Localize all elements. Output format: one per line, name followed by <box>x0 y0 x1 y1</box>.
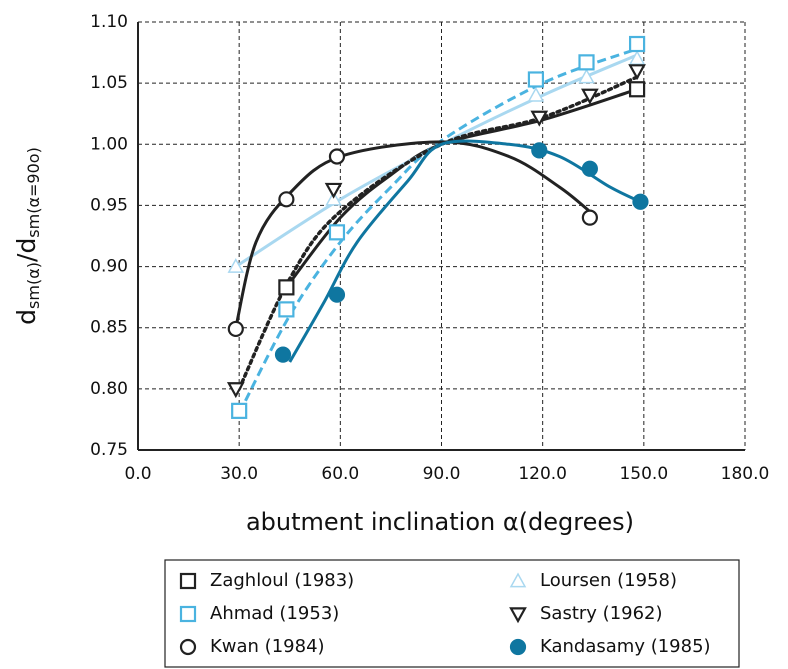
legend-label: Ahmad (1953) <box>210 603 339 624</box>
marker <box>179 638 197 656</box>
marker <box>274 346 292 363</box>
fit-curve <box>237 75 639 391</box>
y-tick-label: 0.85 <box>90 318 128 338</box>
marker <box>581 160 598 177</box>
marker <box>278 279 295 296</box>
x-tick-label: 150.0 <box>619 464 668 484</box>
marker <box>278 301 295 318</box>
marker <box>628 81 646 98</box>
y-tick-label: 1.00 <box>90 134 128 154</box>
y-axis-label: dsm(α)/dsm(α=90o) <box>12 147 43 325</box>
y-tick-label: 0.90 <box>90 257 128 277</box>
marker <box>328 286 346 303</box>
x-tick-label: 30.0 <box>220 464 258 484</box>
x-tick-label: 0.0 <box>124 464 151 484</box>
y-tick-label: 0.95 <box>90 195 128 215</box>
marker <box>628 35 646 53</box>
y-label-sub: sm(α=90o) <box>24 147 43 238</box>
legend-label: Kandasamy (1985) <box>540 636 711 657</box>
x-axis-label: abutment inclination α(degrees) <box>246 508 634 536</box>
marker <box>227 258 245 273</box>
x-tick-label: 180.0 <box>721 464 770 484</box>
marker <box>578 68 595 84</box>
marker <box>179 605 197 623</box>
y-label-sub: sm(α) <box>24 262 43 309</box>
y-label-part: /d <box>12 238 41 262</box>
legend-label: Loursen (1958) <box>540 570 677 591</box>
y-tick-label: 1.05 <box>90 73 128 93</box>
fit-curve <box>234 140 591 329</box>
marker <box>278 191 295 208</box>
marker <box>231 402 248 419</box>
marker <box>527 71 545 88</box>
marker <box>628 64 646 81</box>
y-label-part: d <box>12 309 41 325</box>
marker <box>328 224 346 241</box>
marker <box>509 607 527 624</box>
y-tick-label: 0.80 <box>90 379 128 399</box>
legend-label: Sastry (1962) <box>540 603 663 624</box>
marker <box>578 54 595 71</box>
marker <box>227 320 244 338</box>
marker <box>581 209 598 226</box>
marker <box>179 572 197 590</box>
marker <box>531 142 548 159</box>
marker <box>581 88 599 105</box>
marker <box>530 110 549 127</box>
marker <box>632 193 649 210</box>
marker <box>527 86 545 102</box>
x-tick-label: 90.0 <box>423 464 461 484</box>
fit-curve <box>237 47 638 415</box>
legend-box <box>164 559 740 668</box>
legend-label: Kwan (1984) <box>210 636 325 657</box>
marker <box>324 182 343 199</box>
x-tick-label: 60.0 <box>321 464 359 484</box>
legend-label: Zaghloul (1983) <box>210 570 354 591</box>
marker <box>509 638 527 656</box>
fit-curve <box>234 53 638 268</box>
y-tick-label: 1.10 <box>90 12 128 32</box>
marker <box>226 382 245 399</box>
x-tick-label: 120.0 <box>518 464 567 484</box>
y-tick-label: 0.75 <box>90 440 128 460</box>
marker <box>509 572 527 588</box>
marker <box>328 148 346 165</box>
